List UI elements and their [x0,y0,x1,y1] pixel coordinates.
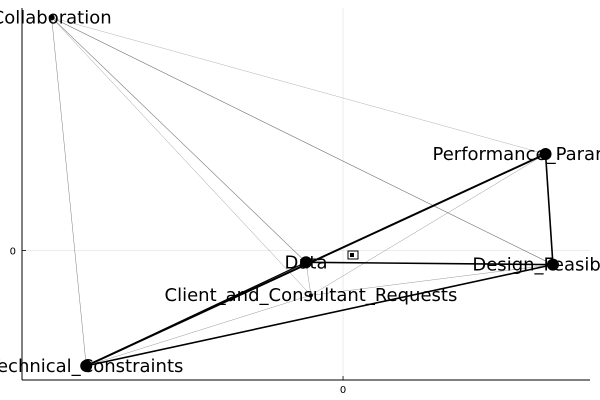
node-label-Technical_Constraints: Technical_Constraints [0,356,183,377]
edge-Client_and_Consultant_Requests-Technical_Constraints [86,295,311,367]
node-Design_Feasibility [546,258,559,271]
label-layer: Collaboration Performance_Parameters Data D… [0,7,600,376]
edge-Design_Feasibility-Client_and_Consultant_Requests [310,264,553,296]
edge-Performance_Parameters-Technical_Constraints [85,153,546,367]
edge-Design_Feasibility-Technical_Constraints [86,263,554,367]
node-layer [48,14,559,372]
edge-Data-Technical_Constraints [85,261,307,367]
edge-layer [51,17,554,367]
node-Performance_Parameters [539,147,552,160]
y-tick-label: 0 [10,247,16,258]
node-label-Client_and_Consultant_Requests: Client_and_Consultant_Requests [165,285,458,306]
node-label-Performance_Parameters: Performance_Parameters [433,144,600,165]
edge-Collaboration-Client_and_Consultant_Requests [51,17,312,296]
legend-marker-fill [350,253,354,257]
node-Technical_Constraints [80,359,93,372]
node-Collaboration [48,14,55,21]
x-tick-label: 0 [340,385,346,396]
node-Data [300,256,312,269]
edge-Data-Design_Feasibility [305,261,553,266]
node-label-Collaboration: Collaboration [0,7,112,28]
edge-Performance_Parameters-Design_Feasibility [544,153,554,265]
edge-Collaboration-Technical_Constraints [51,17,87,366]
axes: 00 [10,8,590,396]
edge-Collaboration-Design_Feasibility [51,17,554,265]
edge-Collaboration-Data [51,17,307,263]
grid-layer [22,8,590,380]
node-Client_and_Consultant_Requests [308,293,313,298]
node-label-Data: Data [285,252,328,273]
edge-Performance_Parameters-Client_and_Consultant_Requests [310,153,546,296]
node-label-Design_Feasibility: Design_Feasibility [472,255,600,276]
edge-Collaboration-Performance_Parameters [51,17,546,155]
